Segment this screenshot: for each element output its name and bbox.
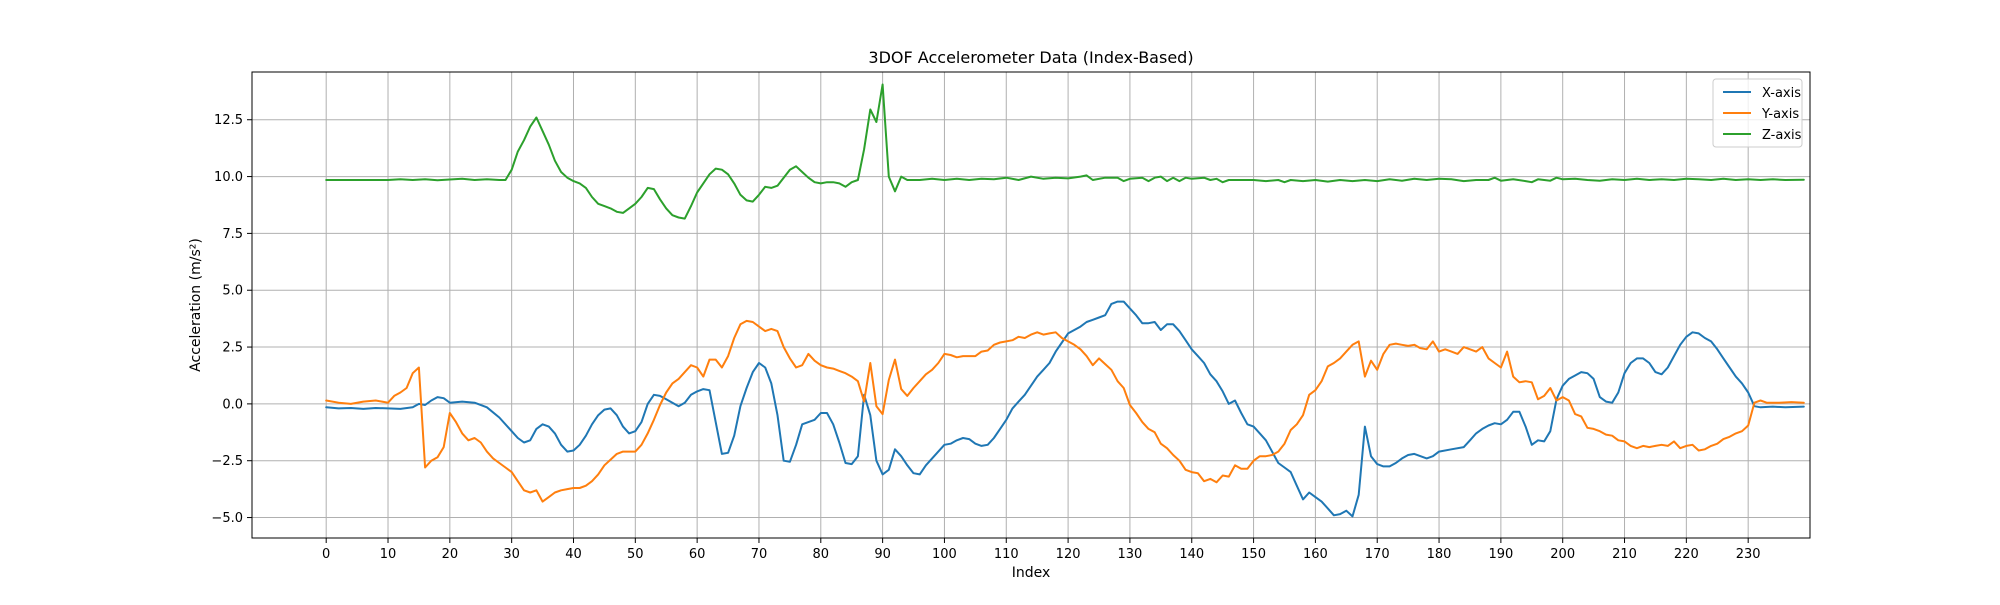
x-tick-label: 20 [442, 547, 459, 562]
x-tick-label: 140 [1179, 547, 1204, 562]
x-tick-label: 220 [1674, 547, 1699, 562]
series-line-x-axis [325, 300, 1805, 518]
y-tick-label: 5.0 [222, 284, 243, 299]
x-tick-label: 230 [1736, 547, 1761, 562]
y-tick-label: 7.5 [222, 227, 243, 242]
y-axis-label: Acceleration (m/s²) [188, 238, 204, 372]
x-tick-label: 40 [565, 547, 582, 562]
x-tick-label: 50 [627, 547, 644, 562]
x-tick-label: 190 [1488, 547, 1513, 562]
y-tick-label: 0.0 [222, 397, 243, 412]
x-axis-label: Index [1012, 565, 1051, 581]
legend-box [1712, 78, 1803, 148]
legend-label-y-axis: Y-axis [1761, 107, 1799, 122]
x-tick-label: 110 [994, 547, 1019, 562]
x-tick-label: 70 [751, 547, 768, 562]
x-tick-label: 130 [1118, 547, 1143, 562]
x-tick-label: 90 [874, 547, 891, 562]
series-line-z-axis [325, 83, 1805, 220]
x-tick-label: 10 [380, 547, 397, 562]
y-axis-ticks: −5.0 −2.5 0.0 2.5 5.0 7.5 10.0 12.5 [211, 113, 252, 526]
y-tick-label: 12.5 [214, 113, 243, 128]
plot-frame [251, 71, 1811, 539]
legend-label-z-axis: Z-axis [1762, 128, 1802, 143]
y-tick-label: 2.5 [222, 341, 243, 356]
x-tick-label: 160 [1303, 547, 1328, 562]
series-line-y-axis [325, 319, 1805, 503]
chart-title: 3DOF Accelerometer Data (Index-Based) [868, 48, 1193, 67]
x-tick-label: 0 [322, 547, 330, 562]
x-tick-label: 210 [1612, 547, 1637, 562]
y-tick-label: −5.0 [211, 511, 243, 526]
x-tick-label: 200 [1550, 547, 1575, 562]
x-tick-label: 150 [1241, 547, 1266, 562]
x-tick-label: 60 [689, 547, 706, 562]
x-tick-label: 30 [503, 547, 520, 562]
series-lines [325, 83, 1805, 518]
x-tick-label: 170 [1365, 547, 1390, 562]
y-tick-label: 10.0 [214, 170, 243, 185]
y-tick-label: −2.5 [211, 454, 243, 469]
legend: X-axis Y-axis Z-axis [1712, 78, 1803, 148]
x-tick-label: 80 [813, 547, 830, 562]
x-axis-ticks: 0 10 20 30 40 50 60 70 80 90 100 110 120 130 140 150 160… [322, 538, 1761, 562]
x-tick-label: 120 [1056, 547, 1081, 562]
legend-label-x-axis: X-axis [1762, 86, 1801, 101]
x-tick-label: 100 [932, 547, 957, 562]
x-tick-label: 180 [1427, 547, 1452, 562]
